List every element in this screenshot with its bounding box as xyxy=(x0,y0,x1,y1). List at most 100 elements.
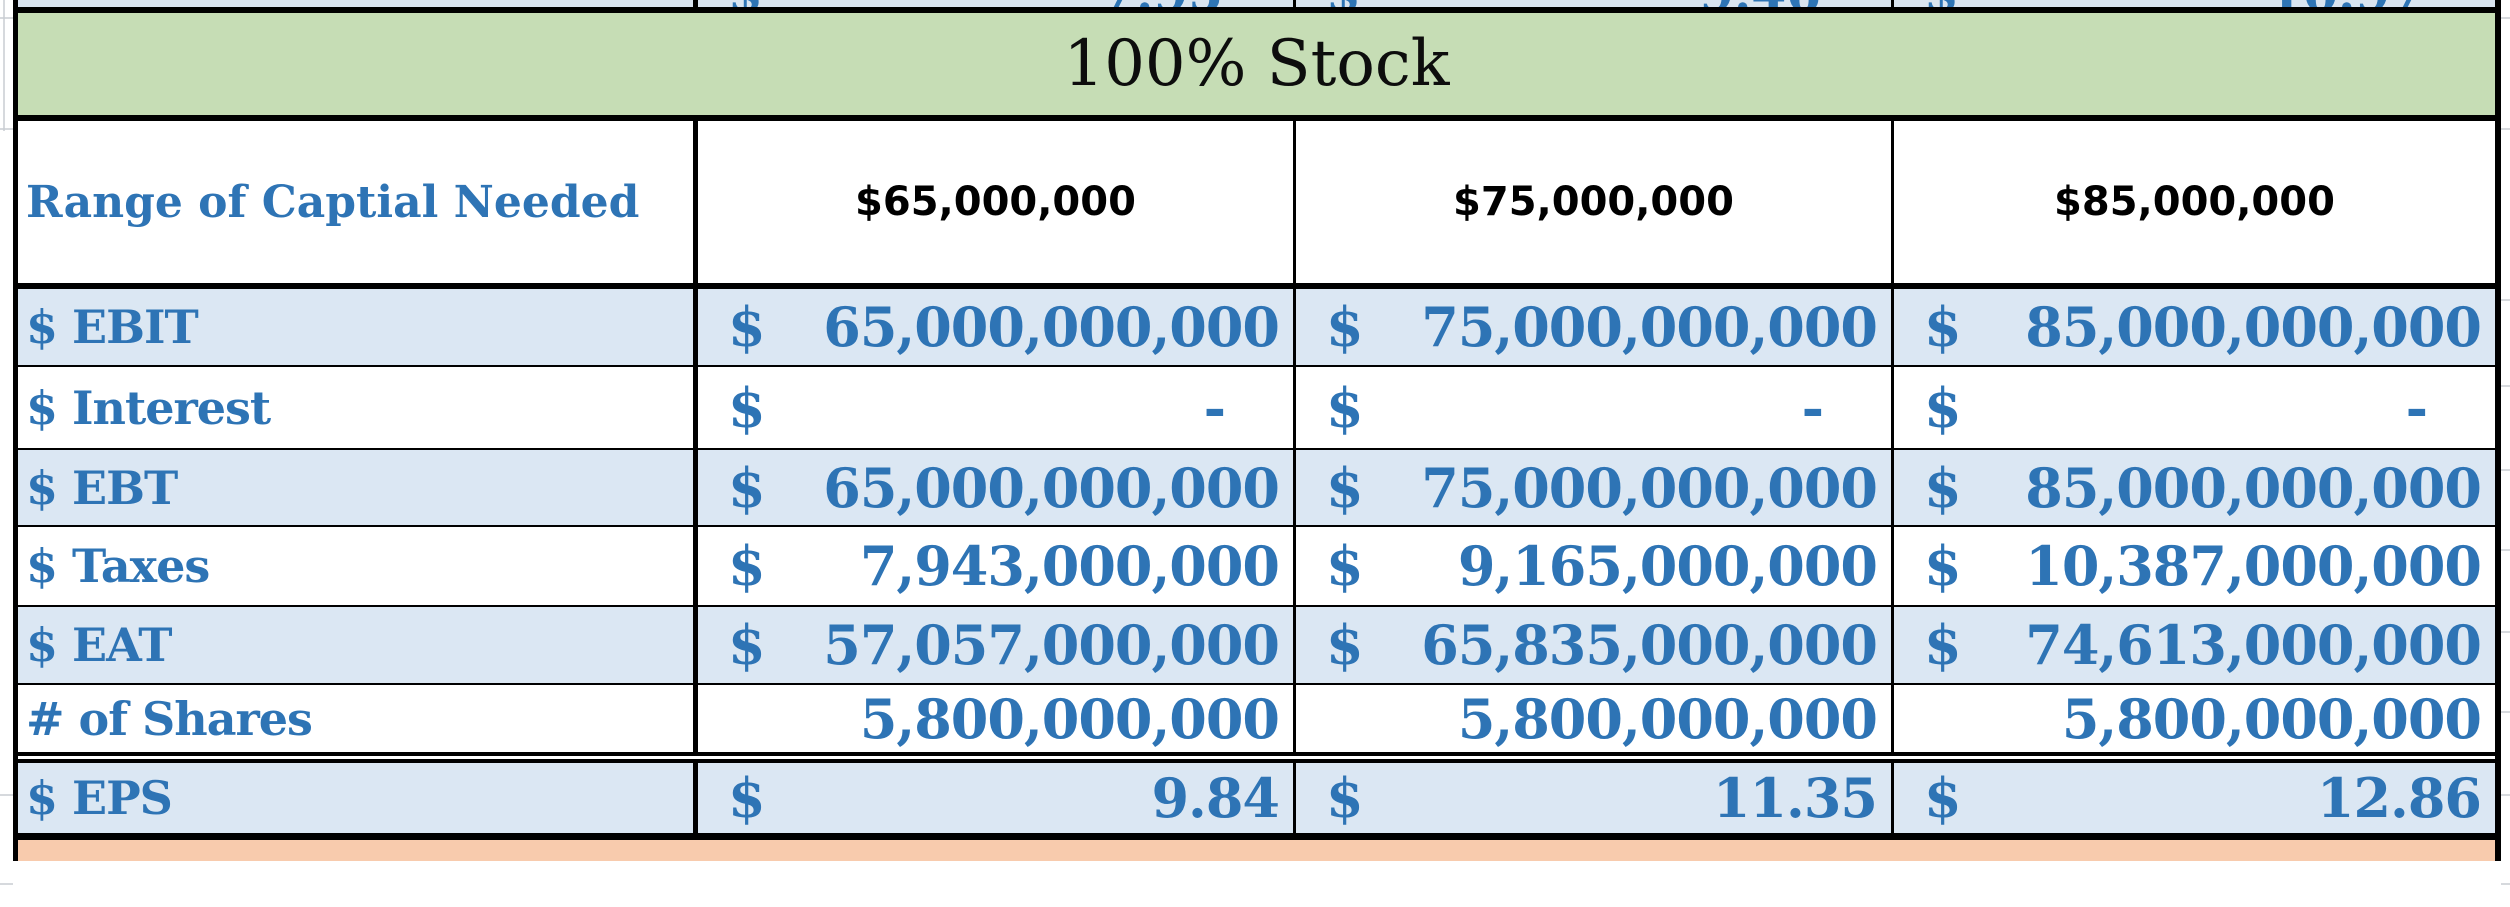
row-label: $ EAT xyxy=(26,618,172,672)
row-label-cell[interactable]: $ EBIT xyxy=(18,289,698,365)
gridline-stub xyxy=(2501,883,2510,885)
gridline-stub xyxy=(2501,469,2510,471)
value-cell[interactable]: 5,800,000,000 xyxy=(1891,685,2495,752)
gridline-stub xyxy=(2501,631,2510,633)
value-text: 11.35 xyxy=(1712,766,1878,830)
row-label: $ Taxes xyxy=(26,539,210,593)
value-text: - xyxy=(1203,375,1226,440)
value-cell[interactable]: $ 57,057,000,000 xyxy=(698,607,1293,683)
row-label-cell[interactable]: # of Shares xyxy=(18,685,698,752)
row-label-cell[interactable]: $ EAT xyxy=(18,607,698,683)
value-cell[interactable]: $ 9,165,000,000 xyxy=(1293,527,1891,605)
gridline-stub xyxy=(2501,17,2510,19)
value-text: 9,165,000,000 xyxy=(1457,534,1878,598)
stock-financing-table: $ 7.95 $ 9.46 $ 10.97 100% Stock Range o… xyxy=(13,0,2501,861)
currency-symbol: $ xyxy=(728,0,763,7)
column-header-cell[interactable]: $65,000,000 xyxy=(698,121,1293,283)
column-header-cell[interactable]: $85,000,000 xyxy=(1891,121,2495,283)
value-text: 12.86 xyxy=(2316,766,2482,830)
currency-symbol: $ xyxy=(728,534,766,598)
column-header-text: $65,000,000 xyxy=(855,179,1136,225)
gridline-stub xyxy=(2501,794,2510,796)
table-row-eat: $ EAT $ 57,057,000,000 $ 65,835,000,000 … xyxy=(18,607,2495,685)
next-section-band xyxy=(18,840,2495,861)
partial-value-cell[interactable]: $ 9.46 xyxy=(1293,0,1891,7)
value-text: 5,800,000,000 xyxy=(2061,686,2482,751)
gridline-stub xyxy=(2501,711,2510,713)
currency-symbol: $ xyxy=(1326,613,1364,677)
value-cell[interactable]: $ 9.84 xyxy=(698,763,1293,833)
row-label: $ EBT xyxy=(26,460,178,515)
currency-symbol: $ xyxy=(728,613,766,677)
value-cell[interactable]: $ 65,835,000,000 xyxy=(1293,607,1891,683)
partial-value-cell[interactable]: $ 7.95 xyxy=(698,0,1293,7)
value-cell[interactable]: $ 85,000,000,000 xyxy=(1891,289,2495,365)
value-text: 10,387,000,000 xyxy=(2025,534,2482,598)
row-label-cell[interactable]: $ EPS xyxy=(18,763,698,833)
table-title: 100% Stock xyxy=(1063,27,1450,101)
currency-symbol: $ xyxy=(1326,534,1364,598)
value-text: 75,000,000,000 xyxy=(1421,455,1878,520)
column-header-cell[interactable]: $75,000,000 xyxy=(1293,121,1891,283)
value-text: 9.84 xyxy=(1151,766,1280,830)
gridline-stub xyxy=(2501,299,2510,301)
value-text: - xyxy=(1801,375,1824,440)
table-row-shares: # of Shares 5,800,000,000 5,800,000,000 … xyxy=(18,685,2495,763)
currency-symbol: $ xyxy=(1924,534,1962,598)
value-cell[interactable]: $ 75,000,000,000 xyxy=(1293,289,1891,365)
value-cell[interactable]: 5,800,000,000 xyxy=(698,685,1293,752)
value-cell[interactable]: $ 10,387,000,000 xyxy=(1891,527,2495,605)
column-header-text: $75,000,000 xyxy=(1453,179,1734,225)
table-row-eps: $ EPS $ 9.84 $ 11.35 $ 12.86 xyxy=(18,763,2495,840)
partial-value-cell[interactable]: $ 10.97 xyxy=(1891,0,2495,7)
capital-header-label-cell[interactable]: Range of Captial Needed xyxy=(18,121,698,283)
row-label-cell[interactable]: $ Interest xyxy=(18,367,698,448)
value-cell[interactable]: $ - xyxy=(698,367,1293,448)
value-text: 57,057,000,000 xyxy=(823,613,1280,677)
currency-symbol: $ xyxy=(728,375,766,440)
value-text: 65,835,000,000 xyxy=(1421,613,1878,677)
currency-symbol: $ xyxy=(728,455,766,520)
value-cell[interactable]: $ 75,000,000,000 xyxy=(1293,450,1891,525)
value-cell[interactable]: $ - xyxy=(1891,367,2495,448)
value-cell[interactable]: $ 7,943,000,000 xyxy=(698,527,1293,605)
value-text: 65,000,000,000 xyxy=(823,455,1280,520)
peach-band-cell[interactable] xyxy=(18,840,2495,861)
capital-header-row: Range of Captial Needed $65,000,000 $75,… xyxy=(18,121,2495,289)
capital-header-label: Range of Captial Needed xyxy=(26,176,640,228)
table-title-cell[interactable]: 100% Stock xyxy=(18,13,2495,115)
currency-symbol: $ xyxy=(728,766,766,830)
value-cell[interactable]: $ 74,613,000,000 xyxy=(1891,607,2495,683)
value-text: 5,800,000,000 xyxy=(1457,686,1878,751)
column-header-text: $85,000,000 xyxy=(2054,179,2335,225)
value-cell[interactable]: $ - xyxy=(1293,367,1891,448)
gridline-stub xyxy=(3,0,5,131)
currency-symbol: $ xyxy=(728,295,766,359)
row-label: # of Shares xyxy=(26,691,313,746)
currency-symbol: $ xyxy=(1326,0,1361,7)
row-label-cell[interactable]: $ Taxes xyxy=(18,527,698,605)
gridline-stub xyxy=(0,883,13,885)
value-cell[interactable]: $ 11.35 xyxy=(1293,763,1891,833)
value-cell[interactable]: $ 85,000,000,000 xyxy=(1891,450,2495,525)
currency-symbol: $ xyxy=(1924,455,1962,520)
row-label: $ EBIT xyxy=(26,300,199,354)
partial-cutoff-row: $ 7.95 $ 9.46 $ 10.97 xyxy=(18,0,2495,13)
value-text: - xyxy=(2405,375,2428,440)
value-text: 10.97 xyxy=(2268,0,2425,7)
currency-symbol: $ xyxy=(1326,766,1364,830)
gridline-stub xyxy=(0,17,13,19)
currency-symbol: $ xyxy=(1924,0,1959,7)
value-cell[interactable]: 5,800,000,000 xyxy=(1293,685,1891,752)
partial-label-cell[interactable] xyxy=(18,0,698,7)
value-cell[interactable]: $ 12.86 xyxy=(1891,763,2495,833)
value-text: 9.46 xyxy=(1699,0,1821,7)
row-label: $ EPS xyxy=(26,771,173,825)
value-text: 74,613,000,000 xyxy=(2025,613,2482,677)
table-row-ebt: $ EBT $ 65,000,000,000 $ 75,000,000,000 … xyxy=(18,450,2495,527)
currency-symbol: $ xyxy=(1326,295,1364,359)
value-cell[interactable]: $ 65,000,000,000 xyxy=(698,289,1293,365)
value-cell[interactable]: $ 65,000,000,000 xyxy=(698,450,1293,525)
row-label-cell[interactable]: $ EBT xyxy=(18,450,698,525)
